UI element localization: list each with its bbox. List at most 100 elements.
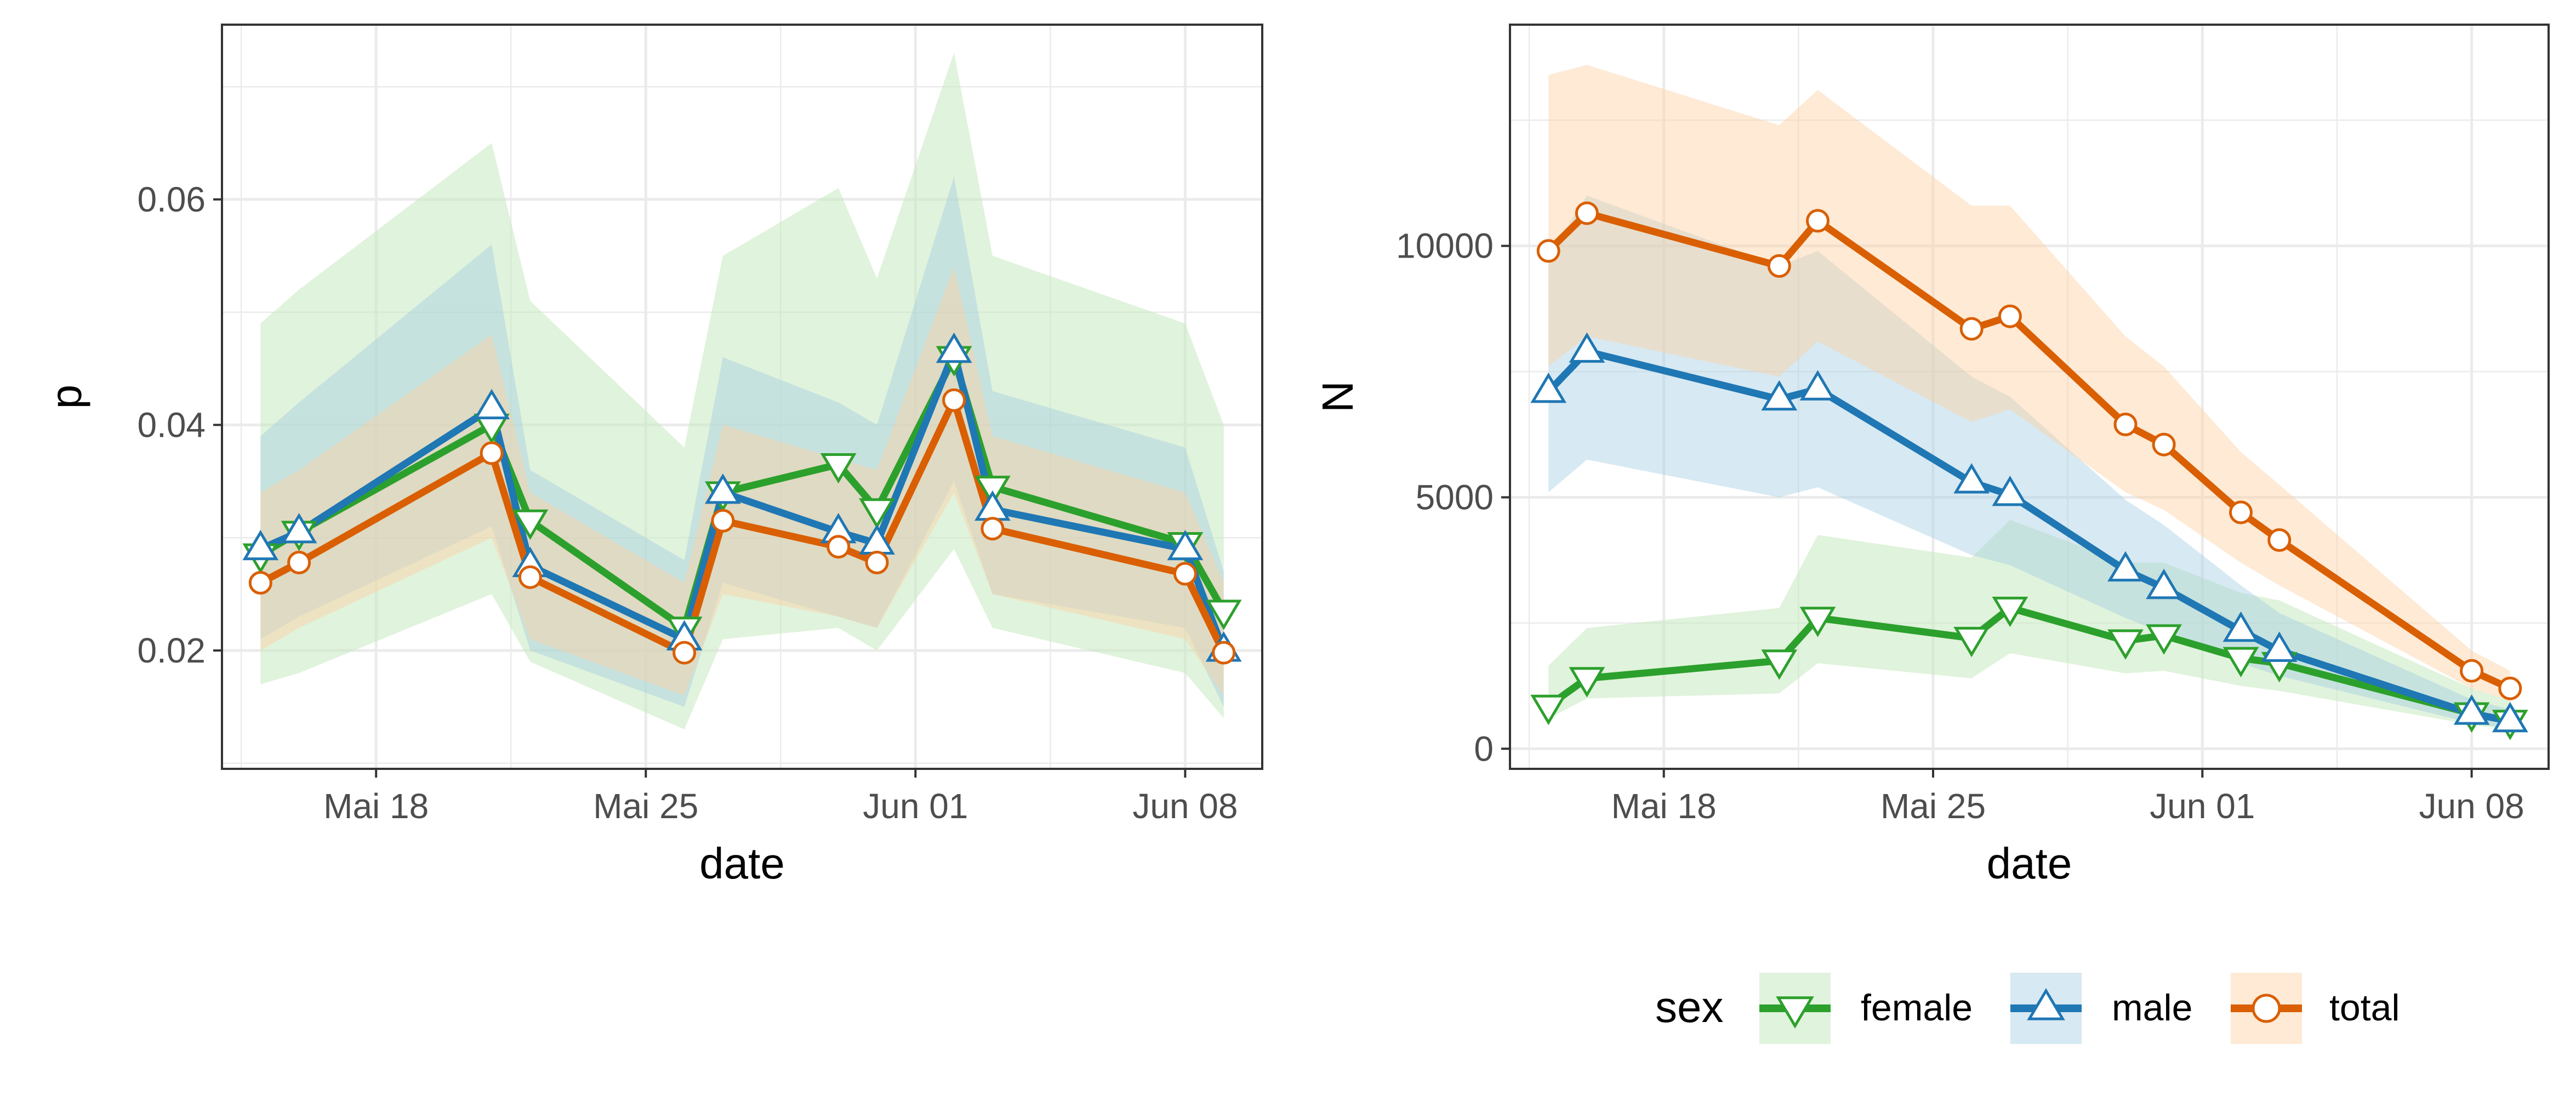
data-point-total [865, 551, 889, 574]
data-point-total [1998, 304, 2022, 328]
ribbon-total [260, 267, 1224, 696]
y-axis-title: N [1313, 381, 1362, 413]
data-point-total [981, 517, 1005, 541]
triangle-down-icon [1776, 996, 1814, 1029]
data-point-male [1992, 476, 2028, 506]
data-point-male [2492, 701, 2528, 733]
series-line-male [257, 348, 1228, 654]
y-tick-label: 10000 [1396, 226, 1494, 266]
data-point-total [2460, 659, 2484, 683]
ribbon-female [1548, 520, 2510, 730]
x-tick-label: Jun 08 [1132, 786, 1238, 826]
data-point-total [2113, 413, 2138, 436]
data-point-total [518, 565, 542, 589]
data-point-total [1806, 209, 1830, 233]
legend-label-male: male [2112, 987, 2192, 1029]
y-tick-label: 0 [1474, 729, 1494, 768]
data-point-male [1953, 463, 1990, 494]
y-tick-label: 5000 [1416, 478, 1494, 517]
data-point-female [859, 498, 895, 529]
data-point-female [1530, 694, 1567, 726]
data-point-female [1569, 667, 1605, 698]
data-point-male [1530, 372, 1567, 403]
data-point-total [1173, 562, 1197, 586]
x-tick-label: Mai 18 [1611, 786, 1717, 826]
ribbon-male [260, 176, 1224, 707]
data-point-female [2107, 629, 2144, 660]
data-point-female [1953, 626, 1990, 658]
data-point-female [1992, 596, 2028, 627]
data-point-male [2222, 611, 2259, 642]
data-point-male [1761, 380, 1798, 411]
data-point-total [1767, 254, 1791, 278]
panel-p: 0.02 0.04 0.06 Mai 18 Mai 25 Jun 01 Jun 08 dat… [42, 24, 1263, 888]
data-point-male [281, 513, 317, 544]
legend-label-female: female [1861, 987, 1973, 1029]
data-point-female [1761, 649, 1798, 680]
x-tick-label: Jun 01 [2150, 786, 2255, 826]
data-point-female [820, 453, 857, 484]
data-point-total [2152, 432, 2176, 456]
marker-layer [242, 332, 1242, 665]
x-tick-label: Mai 25 [593, 786, 698, 826]
y-axis-title: p [42, 385, 90, 409]
x-axis-title: date [1987, 839, 2072, 888]
triangle-up-icon [2027, 988, 2065, 1020]
data-point-total [1536, 239, 1560, 263]
circle-icon [2252, 994, 2281, 1023]
data-point-male [474, 389, 510, 420]
series-line-female [1545, 604, 2514, 725]
data-point-total [1959, 317, 1984, 341]
ribbon-female [260, 53, 1224, 729]
x-axis-title: date [699, 839, 785, 888]
data-point-total [2267, 528, 2292, 552]
data-point-male [2107, 551, 2144, 582]
legend: sex female male total [1655, 973, 2400, 1044]
axis-layer: 0.02 0.04 0.06 Mai 18 Mai 25 Jun 01 Jun 08 [137, 180, 1238, 826]
panel-border [1509, 24, 2550, 770]
legend-key-female [1759, 973, 1831, 1044]
data-point-female [2222, 647, 2259, 677]
data-point-male [705, 473, 741, 504]
series-line-total [1545, 209, 2514, 692]
data-point-total [480, 441, 504, 465]
data-point-total [711, 509, 735, 533]
y-tick-label: 0.04 [137, 405, 206, 444]
series-line-female [257, 353, 1228, 632]
data-point-total [1575, 201, 1599, 225]
data-point-male [1167, 529, 1204, 561]
data-point-total [2498, 676, 2522, 700]
data-point-male [2261, 631, 2298, 662]
data-point-male [1569, 332, 1605, 363]
series-line-total [257, 396, 1228, 657]
x-tick-label: Mai 18 [323, 786, 429, 826]
data-point-total [942, 388, 966, 412]
data-point-total [2229, 500, 2253, 524]
data-point-total [287, 551, 311, 574]
legend-key-total [2231, 973, 2302, 1044]
y-tick-label: 0.02 [137, 631, 206, 670]
y-tick-label: 0.06 [137, 180, 206, 219]
marker-layer [1530, 201, 2528, 740]
ribbon-male [1548, 196, 2510, 729]
data-point-male [2453, 694, 2490, 725]
data-point-female [512, 509, 549, 540]
data-point-female [2146, 624, 2182, 655]
data-point-male [936, 332, 972, 363]
legend-title: sex [1655, 983, 1724, 1031]
data-point-female [1205, 600, 1242, 630]
legend-key-male [2010, 973, 2082, 1044]
x-tick-label: Jun 01 [863, 786, 968, 826]
data-point-total [248, 571, 272, 595]
series-line-male [1545, 347, 2514, 725]
axis-layer: 0 5000 10000 Mai 18 Mai 25 Jun 01 Jun 08 [1396, 226, 2524, 826]
data-point-total [1212, 641, 1236, 665]
data-point-male [2146, 568, 2182, 600]
data-point-total [827, 535, 851, 559]
panel-border [221, 24, 1263, 770]
data-point-female [974, 476, 1011, 506]
data-point-male [242, 529, 279, 561]
x-tick-label: Jun 08 [2419, 786, 2524, 826]
line-layer [257, 348, 1228, 657]
